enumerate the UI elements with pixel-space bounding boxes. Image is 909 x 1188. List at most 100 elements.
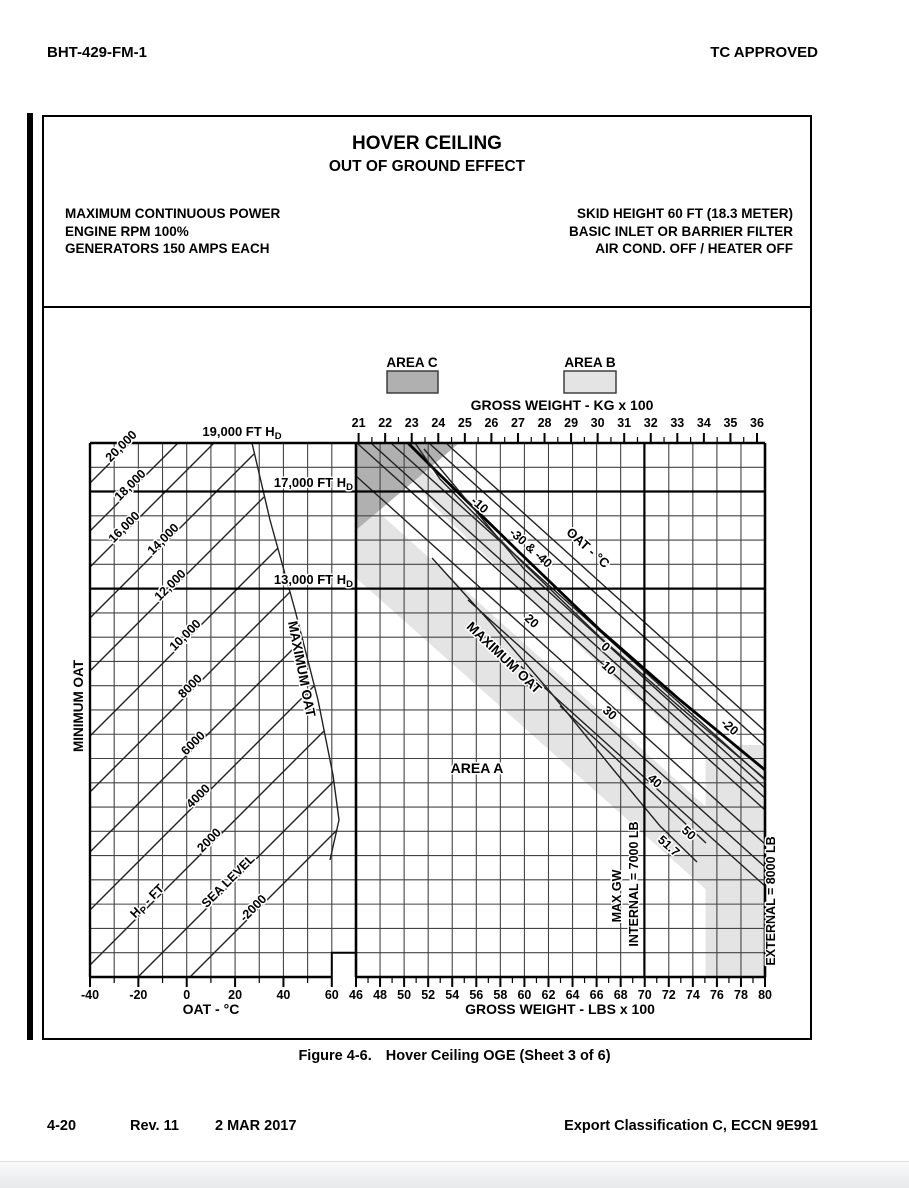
hp-label-10000: 10,000 [167, 617, 204, 654]
condition-generators: GENERATORS 150 AMPS EACH [65, 241, 270, 256]
chart-title-block: HOVER CEILING OUT OF GROUND EFFECT [44, 117, 810, 308]
chart-subtitle: OUT OF GROUND EFFECT [328, 158, 526, 175]
tick-label: 32 [644, 416, 658, 430]
tick-label: -40 [81, 988, 99, 1002]
envelope-echo-line [414, 442, 766, 780]
hp-diagonal-lines [89, 442, 338, 978]
bottom-notch [330, 951, 356, 977]
condition-inlet: BASIC INLET OR BARRIER FILTER [569, 223, 793, 239]
max-gw-label-line1: MAX GW [610, 869, 624, 922]
tick-label: 72 [662, 988, 676, 1002]
legend-area-b-swatch [563, 370, 617, 394]
tick-label: 46 [349, 988, 363, 1002]
hp-line [89, 730, 325, 966]
oat-axis-label: OAT - °C [183, 1001, 240, 1017]
tick-label: 35 [723, 416, 737, 430]
hd-callout-17000: 17,000 FT HD [274, 475, 353, 493]
envelope-echo-line-2 [423, 448, 766, 789]
tick-label: 64 [566, 988, 580, 1002]
chart-title: HOVER CEILING [352, 133, 502, 154]
tick-label: 29 [564, 416, 578, 430]
oat-line-50c [559, 705, 707, 844]
hp-label-2000: 2000 [194, 825, 224, 855]
tick-label: -20 [129, 988, 147, 1002]
hp-line [89, 547, 279, 737]
tick-label: 27 [511, 416, 525, 430]
legend-area-b-label: AREA B [564, 355, 616, 370]
hp-line [137, 780, 335, 978]
tick-label: 52 [421, 988, 435, 1002]
condition-aircond: AIR COND. OFF / HEATER OFF [595, 241, 793, 256]
conditions-right: SKID HEIGHT 60 FT (18.3 METER) BASIC INL… [569, 205, 793, 258]
window-bottom-strip [0, 1161, 909, 1188]
tick-label: 40 [276, 988, 290, 1002]
tick-label: 22 [378, 416, 392, 430]
tick-label: 56 [469, 988, 483, 1002]
area-a-label: AREA A [451, 760, 504, 776]
gross-weight-kg-axis: 21 22 23 24 25 26 27 28 29 30 31 32 33 34 35 36 [352, 416, 764, 443]
tick-label: 62 [542, 988, 556, 1002]
max-oat-boundary-left [251, 442, 340, 861]
hp-line [89, 442, 131, 484]
approval-stamp: TC APPROVED [710, 44, 818, 61]
conditions-left: MAXIMUM CONTINUOUS POWER ENGINE RPM 100%… [65, 205, 280, 258]
revision-change-bar [27, 113, 33, 1040]
oat-line-0c [371, 443, 766, 799]
hp-label-6000: 6000 [178, 728, 208, 758]
hp-line [89, 496, 265, 672]
tick-label: 33 [670, 416, 684, 430]
revision-date: 2 MAR 2017 [215, 1118, 297, 1134]
tick-label: 66 [590, 988, 604, 1002]
hp-line [89, 685, 315, 911]
revision-number: Rev. 11 [130, 1118, 179, 1134]
oat-line-10c [357, 443, 766, 811]
document-number: BHT-429-FM-1 [47, 44, 148, 61]
legend-area-c-label: AREA C [386, 355, 438, 370]
legend-area-c-swatch [386, 370, 439, 394]
oat-line-30c [467, 599, 766, 868]
tick-label: 48 [373, 988, 387, 1002]
hp-line [89, 591, 291, 793]
figure-number: Figure 4-6. [298, 1048, 372, 1064]
export-classification: Export Classification C, ECCN 9E991 [564, 1118, 818, 1134]
hp-label-14000: 14,000 [145, 521, 182, 558]
tick-label: 34 [697, 416, 711, 430]
tick-label: 54 [445, 988, 459, 1002]
tick-label: 28 [538, 416, 552, 430]
oat-line-20c [355, 475, 766, 845]
condition-power: MAXIMUM CONTINUOUS POWER [65, 206, 281, 221]
hp-line-labels: 20,000 18,000 16,000 14,000 12,000 10,00… [101, 426, 271, 926]
figure-border-box [42, 115, 812, 1040]
hp-line [89, 442, 215, 568]
hp-line [189, 829, 338, 978]
chart-frame [88, 441, 767, 979]
hp-line [89, 442, 179, 532]
external-gw-label: EXTERNAL = 8000 LB [764, 836, 778, 965]
figure-title: Hover Ceiling OGE (Sheet 3 of 6) [385, 1048, 611, 1064]
hd-callout-19000: 19,000 FT HD [202, 424, 281, 442]
hp-line [89, 453, 255, 619]
tick-label: 68 [614, 988, 628, 1002]
tick-label: 60 [325, 988, 339, 1002]
figure-caption: Figure 4-6. Hover Ceiling OGE (Sheet 3 of… [0, 1048, 909, 1064]
tick-label: 30 [591, 416, 605, 430]
tick-label: 21 [352, 416, 366, 430]
tick-label: 58 [493, 988, 507, 1002]
max-oat-boundary-right [431, 557, 698, 863]
hp-label-minus2000: -2000 [237, 892, 270, 925]
legend: AREA C AREA B [386, 355, 617, 394]
minimum-oat-label: MINIMUM OAT [71, 659, 86, 752]
oat-axis: -40 -20 0 20 40 60 [81, 977, 339, 1002]
tick-label: 25 [458, 416, 472, 430]
tick-label: 31 [617, 416, 631, 430]
condition-skid-height: SKID HEIGHT 60 FT (18.3 METER) [576, 206, 793, 221]
hp-label-18000: 18,000 [112, 467, 149, 504]
tick-label: 70 [638, 988, 652, 1002]
tick-label: 20 [228, 988, 242, 1002]
hp-label-20000: 20,000 [103, 428, 140, 465]
area-b-band-lower [356, 492, 765, 942]
tick-label: 76 [710, 988, 724, 1002]
oat-line-minus10c [391, 443, 766, 781]
tick-label: 78 [734, 988, 748, 1002]
